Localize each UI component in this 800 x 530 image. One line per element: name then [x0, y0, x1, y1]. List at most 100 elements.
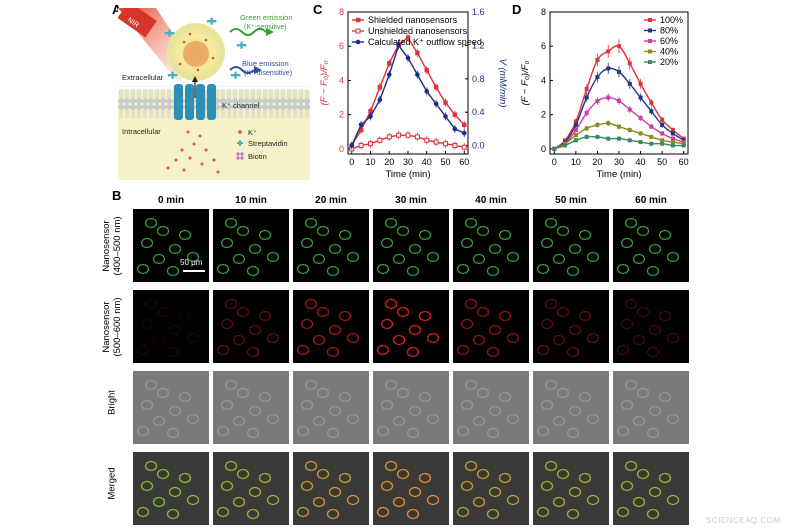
- cell-outline: [326, 346, 340, 358]
- x-axis-label-c: Time (min): [385, 169, 430, 180]
- cell-outline: [232, 496, 246, 508]
- cell-outline: [486, 346, 500, 358]
- cell-outline: [326, 508, 340, 520]
- cell-outline: [624, 460, 638, 472]
- data-point-d: [638, 116, 643, 121]
- cell-outline: [666, 494, 680, 506]
- cell-outline: [666, 332, 680, 344]
- cell-outline: [578, 310, 592, 322]
- cell-outline: [216, 344, 230, 356]
- cell-outline: [586, 494, 600, 506]
- micrograph-merged-0: [133, 452, 209, 525]
- micrograph-merged-2: [293, 452, 369, 525]
- data-point-c: [368, 114, 373, 119]
- cell-outline: [380, 318, 394, 330]
- cell-outline: [464, 460, 478, 472]
- row-label-2: Bright: [107, 363, 118, 443]
- cell-outline: [408, 405, 422, 417]
- cell-outline: [376, 263, 390, 275]
- cell-outline: [392, 496, 406, 508]
- cell-outline: [408, 324, 422, 336]
- chart-c: 0 10 20 30 40 50 60 0 2 4 6 8 0.0 0.4 0.8 1.2 1.6 Time (m…: [319, 7, 508, 180]
- y-axis-label-d: (F − F₀)/F₀: [520, 60, 531, 105]
- legend-label-c: Unshielded nanosensors: [368, 26, 468, 36]
- cell-outline: [540, 480, 554, 492]
- cell-outline: [476, 468, 490, 480]
- cell-outline: [328, 405, 342, 417]
- data-point-d: [670, 128, 675, 133]
- data-point-c: [433, 139, 439, 145]
- cell-outline: [506, 413, 520, 425]
- micrograph-merged-3: [373, 452, 449, 525]
- cell-outline: [620, 318, 634, 330]
- cell-outline: [648, 405, 662, 417]
- column-label-3: 30 min: [395, 195, 427, 206]
- panel-a-schematic: NIR Green emission (K⁺-sensitive) Blue e…: [118, 8, 310, 180]
- micrograph-bright-0: [133, 371, 209, 444]
- x-tick-label-c: 30: [403, 157, 413, 167]
- cell-outline: [144, 460, 158, 472]
- cell-outline: [346, 332, 360, 344]
- cell-outline: [346, 494, 360, 506]
- data-point-d: [595, 75, 600, 80]
- cell-outline: [304, 460, 318, 472]
- legend-streptavidin: Streptavidin: [248, 139, 288, 148]
- micrograph-red-2: [293, 290, 369, 363]
- cell-outline: [426, 413, 440, 425]
- micrograph-merged-5: [533, 452, 609, 525]
- potassium-ions: [166, 130, 220, 174]
- cell-outline: [464, 379, 478, 391]
- cell-outline: [472, 415, 486, 427]
- cell-outline: [338, 472, 352, 484]
- cell-outline: [636, 468, 650, 480]
- cell-outline: [396, 468, 410, 480]
- cell-outline: [304, 298, 318, 310]
- cell-outline: [460, 237, 474, 249]
- data-point-d: [660, 141, 665, 146]
- cell-outline: [620, 480, 634, 492]
- column-label-4: 40 min: [475, 195, 507, 206]
- data-point-d: [573, 138, 578, 143]
- micrograph-merged-4: [453, 452, 529, 525]
- y-tick-label-right-c: 1.2: [472, 40, 485, 50]
- chart-d: 0 10 20 30 40 50 60 0 2 4 6 8 Time (min) (F − F₀)/F₀ 1…: [520, 7, 689, 180]
- cell-outline: [464, 217, 478, 229]
- cell-outline: [220, 318, 234, 330]
- data-point-d: [563, 143, 568, 148]
- k-ion-legend-icon: [238, 130, 242, 134]
- cell-outline: [392, 334, 406, 346]
- extracellular-label: Extracellular: [122, 73, 164, 82]
- cell-outline: [456, 263, 470, 275]
- cell-outline: [620, 399, 634, 411]
- cell-outline: [460, 480, 474, 492]
- cell-outline: [232, 334, 246, 346]
- column-label-5: 50 min: [555, 195, 587, 206]
- cell-outline: [136, 263, 150, 275]
- cell-outline: [168, 405, 182, 417]
- cell-outline: [312, 334, 326, 346]
- data-point-c: [443, 141, 448, 147]
- legend-marker-d: [648, 39, 652, 43]
- cell-outline: [246, 427, 260, 439]
- legend-biotin: Biotin: [248, 152, 267, 161]
- cell-outline: [248, 243, 262, 255]
- x-tick-label-c: 50: [440, 157, 450, 167]
- cell-outline: [418, 391, 432, 403]
- cell-outline: [536, 263, 550, 275]
- cell-outline: [300, 399, 314, 411]
- cell-outline: [506, 251, 520, 263]
- cell-outline: [552, 253, 566, 265]
- data-point-d: [670, 140, 675, 145]
- cell-outline: [456, 344, 470, 356]
- row-label-line1: Nanosensor: [101, 220, 112, 272]
- data-point-c: [386, 134, 392, 140]
- data-point-d: [627, 128, 632, 133]
- data-point-d: [670, 131, 675, 136]
- cell-outline: [186, 494, 200, 506]
- cell-outline: [300, 237, 314, 249]
- cell-outline: [624, 298, 638, 310]
- intracellular-label: Intracellular: [122, 127, 161, 136]
- cell-outline: [316, 306, 330, 318]
- cell-outline: [258, 391, 272, 403]
